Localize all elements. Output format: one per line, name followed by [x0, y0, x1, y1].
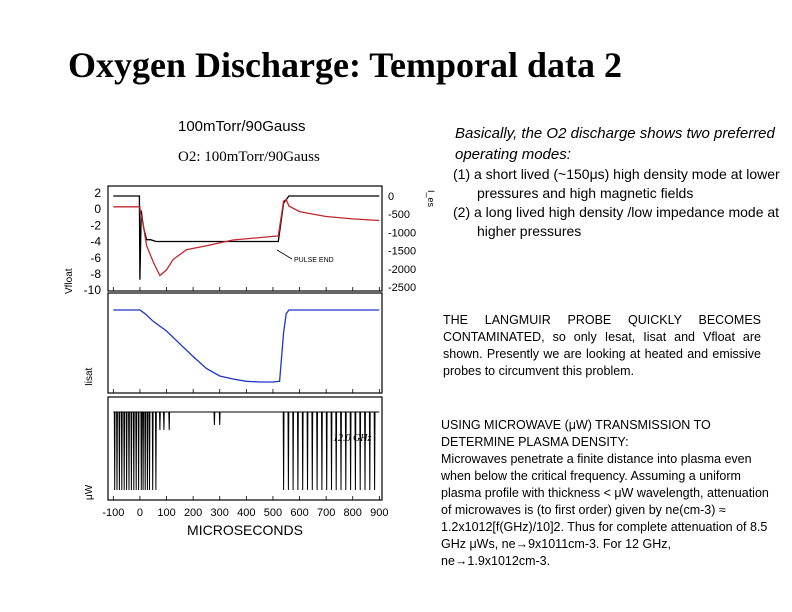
- left-tick-1: 0: [94, 202, 101, 216]
- x-tick-7: 600: [290, 507, 308, 519]
- microwave-body: Microwaves penetrate a finite distance i…: [441, 452, 769, 568]
- right-tick-3: -1500: [388, 246, 416, 258]
- series-black-panel-1: [113, 195, 380, 280]
- microwave-note: USING MICROWAVE (μW) TRANSMISSION TO DET…: [441, 417, 771, 570]
- right-tick-4: -2000: [388, 264, 416, 276]
- x-tick-9: 800: [344, 507, 362, 519]
- annotation-pulse-end: PULSE END: [294, 257, 334, 264]
- left-tick-5: -8: [90, 267, 101, 281]
- slide-title: Oxygen Discharge: Temporal data 2: [68, 45, 622, 85]
- panel-3-frame: [107, 396, 383, 501]
- x-tick-2: 100: [157, 507, 175, 519]
- series-layer: [113, 195, 380, 491]
- x-tick-10: 900: [370, 507, 388, 519]
- x-tick-3: 200: [184, 507, 202, 519]
- mode-item-2: (2) a long lived high density /low imped…: [453, 204, 780, 239]
- modes-list: (1) a short lived (~150μs) high density …: [453, 165, 783, 241]
- panel-1-frame: [107, 185, 383, 292]
- left-tick-3: -4: [90, 235, 101, 249]
- left-tick-6: -10: [84, 283, 102, 297]
- panel-3-ylabel: μW: [84, 484, 95, 500]
- right-tick-1: -500: [388, 209, 410, 221]
- panel-1-left-ticks: 2 0 -2 -4 -6 -8 -10: [84, 186, 102, 297]
- right-tick-0: 0: [388, 191, 394, 203]
- x-tick-4: 300: [211, 507, 229, 519]
- x-tick-labels: -100 0 100 200 300 400 500 600 700 800 900: [102, 507, 388, 519]
- series-blue-panel-2: [113, 309, 380, 383]
- x-axis-label: MICROSECONDS: [187, 522, 303, 538]
- panel-1-right-axis-label: I_es: [426, 190, 436, 208]
- summary-text: Basically, the O2 discharge shows two pr…: [455, 125, 775, 163]
- chart-title: O2: 100mTorr/90Gauss: [178, 149, 320, 165]
- pulse-end-arrow: [276, 249, 293, 260]
- x-tick-1: 0: [137, 507, 143, 519]
- panel-1-ylabel: Vfloat: [64, 268, 75, 294]
- figure-subtitle: 100mTorr/90Gauss: [178, 118, 306, 135]
- series-red-panel-1: [113, 198, 380, 277]
- x-tick-8: 700: [317, 507, 335, 519]
- left-tick-2: -2: [90, 218, 101, 232]
- mode-item-1: (1) a short lived (~150μs) high density …: [453, 166, 780, 201]
- left-tick-4: -6: [90, 251, 101, 265]
- microwave-heading: USING MICROWAVE (μW) TRANSMISSION TO DET…: [441, 418, 711, 449]
- right-tick-5: -2500: [388, 282, 416, 294]
- panel-2-frame: [107, 292, 383, 394]
- x-tick-5: 400: [237, 507, 255, 519]
- panel-2-ylabel: Iisat: [84, 367, 95, 386]
- panel-1-right-ticks: 0 -500 -1000 -1500 -2000 -2500: [388, 191, 416, 294]
- x-tick-6: 500: [264, 507, 282, 519]
- probe-note: THE LANGMUIR PROBE QUICKLY BECOMES CONTA…: [443, 313, 761, 378]
- right-tick-2: -1000: [388, 227, 416, 239]
- left-tick-0: 2: [94, 186, 101, 200]
- x-tick-0: -100: [102, 507, 124, 519]
- series-black-panel-3: [113, 411, 380, 491]
- annotation-ghz: 12.0 GHz: [333, 433, 371, 444]
